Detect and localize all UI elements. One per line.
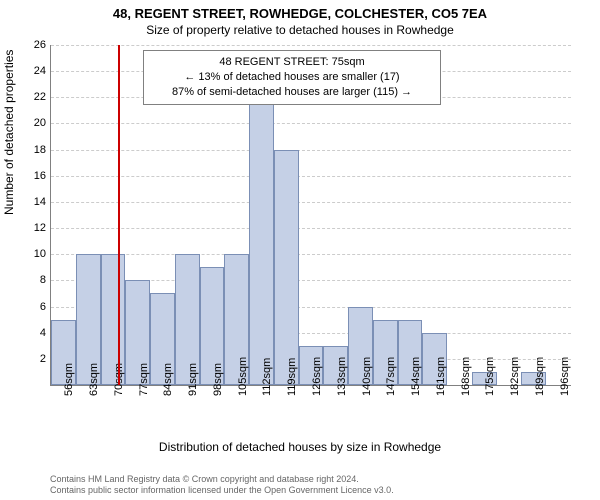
title-address: 48, REGENT STREET, ROWHEDGE, COLCHESTER,… [0,0,600,21]
title-subtitle: Size of property relative to detached ho… [0,21,600,37]
y-tick-label: 10 [26,248,46,260]
footer-attribution: Contains HM Land Registry data © Crown c… [50,474,394,497]
y-tick-label: 24 [26,65,46,77]
y-tick-label: 6 [26,301,46,313]
grid-line [51,176,571,177]
histogram-bar [249,97,274,385]
grid-line [51,228,571,229]
y-tick-label: 12 [26,222,46,234]
grid-line [51,202,571,203]
info-line3: 87% of semi-detached houses are larger (… [152,85,432,100]
footer-line2: Contains public sector information licen… [50,485,394,496]
y-tick-label: 22 [26,91,46,103]
grid-line [51,45,571,46]
y-tick-label: 20 [26,117,46,129]
y-tick-label: 4 [26,327,46,339]
x-axis-label: Distribution of detached houses by size … [0,440,600,454]
grid-line [51,150,571,151]
y-tick-label: 14 [26,196,46,208]
chart-area: 246810121416182022242656sqm63sqm70sqm77s… [50,45,570,385]
info-line1: 48 REGENT STREET: 75sqm [152,55,432,70]
y-tick-label: 8 [26,274,46,286]
plot-region: 246810121416182022242656sqm63sqm70sqm77s… [50,45,571,386]
y-tick-label: 26 [26,39,46,51]
grid-line [51,254,571,255]
info-line2: ← 13% of detached houses are smaller (17… [152,70,432,85]
info-box: 48 REGENT STREET: 75sqm← 13% of detached… [143,50,441,105]
y-axis-label: Number of detached properties [2,50,16,215]
footer-line1: Contains HM Land Registry data © Crown c… [50,474,394,485]
y-tick-label: 18 [26,144,46,156]
reference-line [118,45,120,385]
y-tick-label: 16 [26,170,46,182]
grid-line [51,123,571,124]
histogram-bar [274,150,299,385]
y-tick-label: 2 [26,353,46,365]
